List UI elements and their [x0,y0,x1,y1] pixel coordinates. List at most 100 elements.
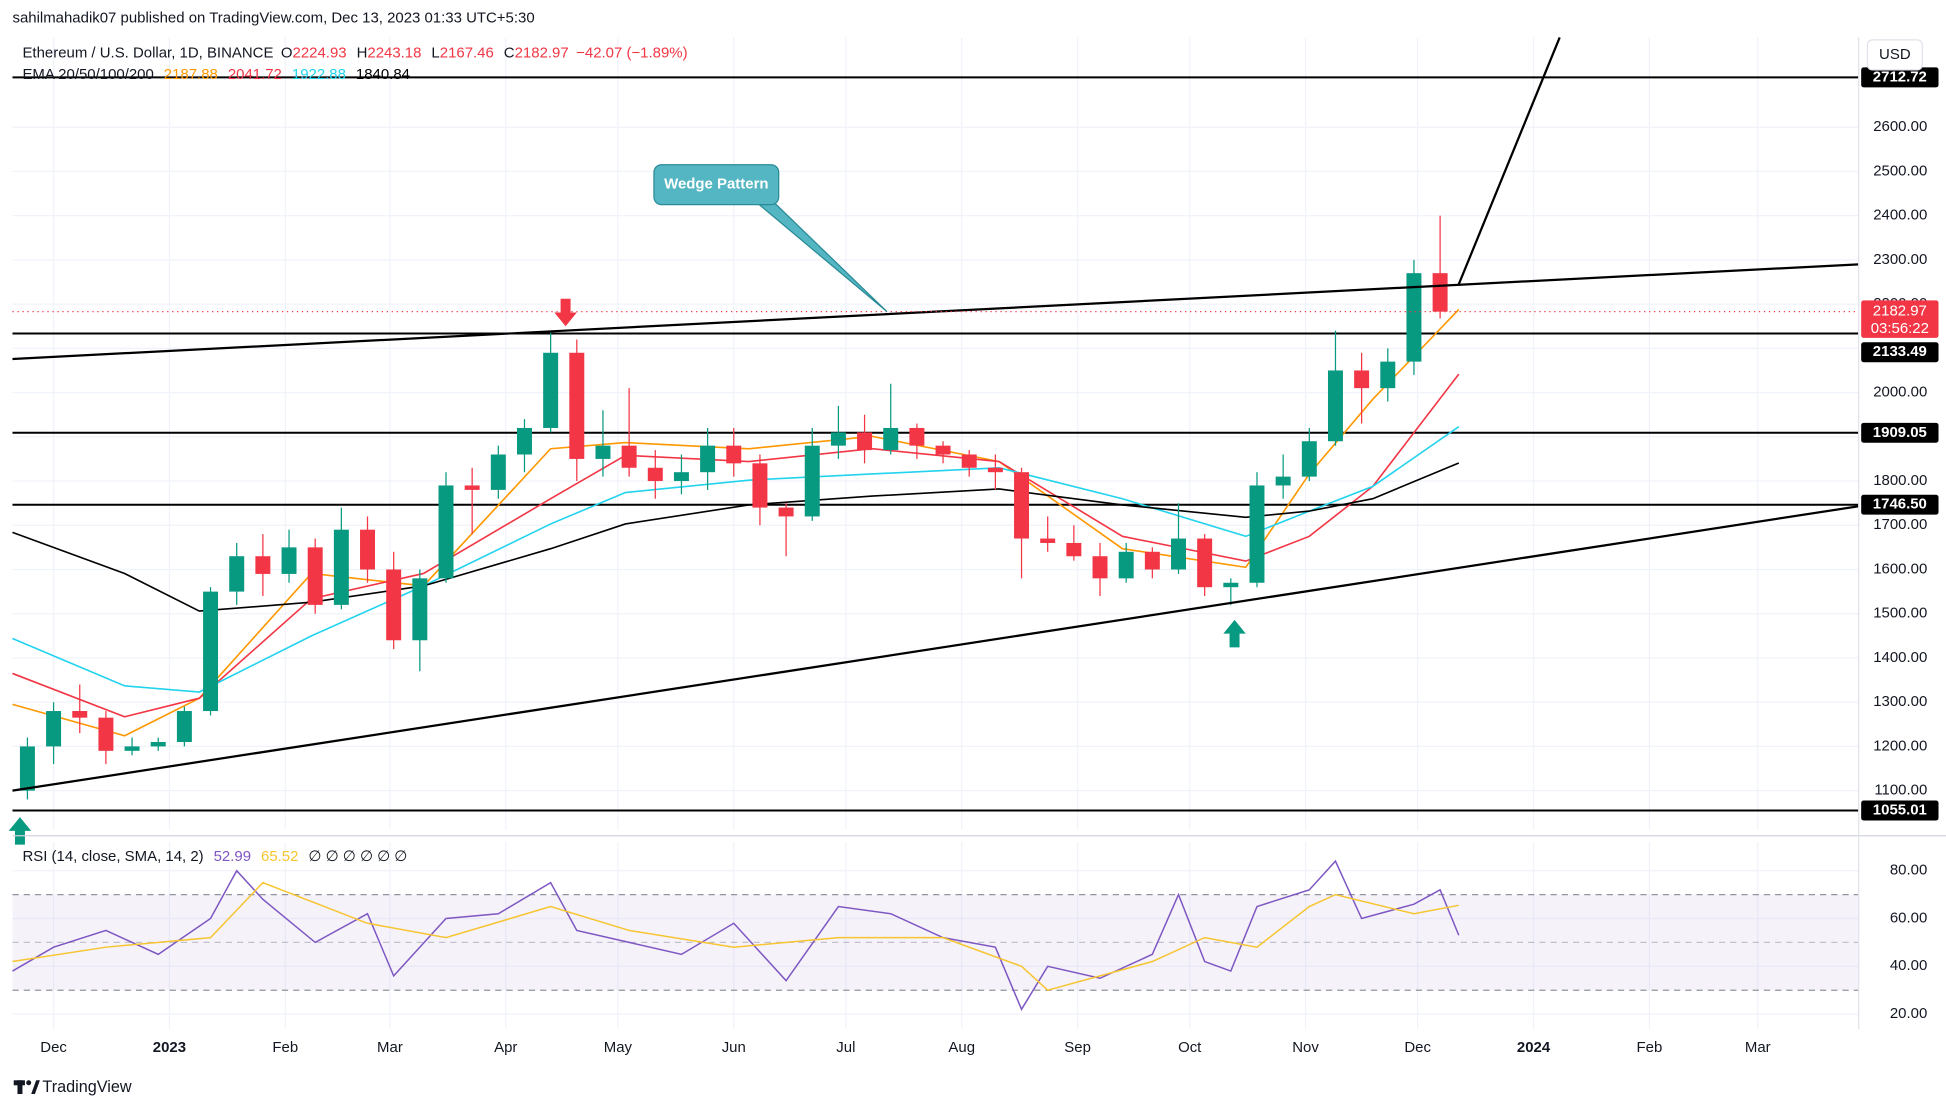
x-tick-label: 2024 [1517,1039,1551,1056]
candle-body [1092,556,1108,579]
y-tick-label: 1200.00 [1873,737,1927,754]
candle-body [1354,370,1370,389]
candle-body [857,432,873,451]
price-change: −42.07 (−1.89%) [576,45,687,62]
candle-body [1014,472,1030,539]
candle-body [176,711,192,742]
rsi-legend: RSI (14, close, SMA, 14, 2) 52.99 65.52 ∅ ∅… [22,848,407,865]
candle-body [255,556,271,574]
axes: Dec 2023 Feb Mar Apr May Jun Jul Aug Sep Oct Nov Dec… [40,67,1939,1056]
candle-body [1171,538,1186,570]
candle-body [438,485,454,579]
callout-box [653,164,780,206]
candle-body [935,445,951,455]
rsi-title: RSI (14, close, SMA, 14, 2) [22,848,203,865]
candle-body [804,445,820,517]
candle-body [307,547,323,605]
y-tick-label: 2500.00 [1873,162,1927,179]
candle-body [778,507,794,517]
ema-line [12,373,1460,718]
signal-arrow [554,298,577,327]
candle-body [203,591,219,712]
ohlc-key: O [281,45,293,62]
y-tick-label: 1300.00 [1873,693,1927,710]
x-tick-label: Apr [494,1039,517,1056]
candle-body [490,454,506,490]
y-tick-label: 1700.00 [1873,516,1927,533]
x-tick-label: Jul [836,1039,855,1056]
candle-body [1066,542,1082,557]
trendline [1457,36,1561,285]
x-tick-label: 2023 [153,1039,186,1056]
level-label-box [1861,800,1939,821]
ema-value: 2041.72 [228,66,282,83]
logo-mark [31,1080,40,1095]
x-tick-label: Dec [40,1039,67,1056]
currency[interactable]: USD [1879,46,1911,63]
candle-body [1406,273,1422,362]
x-tick-label: Feb [1637,1039,1663,1056]
ohlc-value: 2224.93 [293,45,347,62]
candle-body [360,529,375,570]
candle-body [386,569,402,641]
x-tick-label: Oct [1178,1039,1202,1056]
candle-body [752,463,768,508]
current-price-label: 2182.97 [1873,303,1927,320]
x-tick-label: Jun [722,1039,746,1056]
signal-arrow [1223,619,1246,648]
level-label-box [1861,494,1939,515]
rsi-empty-values: ∅ ∅ ∅ ∅ ∅ ∅ [308,848,407,865]
level-label: 2133.49 [1873,343,1927,360]
trendline [12,505,1859,792]
candle-body [987,467,1003,473]
ema-legend: EMA 20/50/100/200 2187.88 2041.72 1922.88 18… [22,66,410,83]
plot: Wedge Pattern [8,36,1859,1011]
candle-body [1118,551,1134,579]
candle-body [543,352,559,428]
rsi-tick-label: 60.00 [1890,909,1927,926]
ema-line [12,426,1460,693]
candle-body [124,746,140,751]
y-tick-label: 1600.00 [1873,560,1927,577]
x-tick-label: May [604,1039,633,1056]
y-tick-label: 1400.00 [1873,649,1927,666]
level-label: 2712.72 [1873,68,1927,85]
y-tick-label: 1800.00 [1873,472,1927,489]
candle-body [46,711,62,747]
candle-body [1327,370,1343,442]
rsi-tick-label: 20.00 [1890,1005,1927,1022]
x-tick-label: Dec [1404,1039,1431,1056]
candle-body [621,445,637,468]
candle-body [1223,582,1239,588]
candle-body [700,445,716,473]
tradingview-logo [13,1080,40,1095]
x-tick-label: Mar [377,1039,403,1056]
x-tick-label: Aug [948,1039,975,1056]
candle-body [830,432,846,446]
ohlc-value: 2182.97 [515,45,569,62]
logo-mark [26,1080,32,1086]
candle-body [1040,538,1056,543]
candle-body [726,445,742,464]
x-tick-label: Sep [1064,1039,1091,1056]
ema-line [12,462,1460,612]
candle-body [647,467,663,482]
candle-body [883,427,899,451]
candle-body [1197,538,1213,588]
candle-body [412,578,428,641]
candle-body [1432,273,1448,312]
logo-mark [17,1080,23,1095]
candle-body [1275,476,1291,486]
candle-body [1301,441,1317,477]
level-label: 1055.01 [1873,801,1927,818]
ema-value: 2187.88 [164,66,218,83]
candle-body [1144,551,1160,570]
candle-body [673,472,689,482]
candle-body [909,427,925,446]
candle-body [229,556,245,592]
publisher-line: sahilmahadik07 published on TradingView.… [12,10,534,27]
currency-button[interactable] [1866,39,1923,71]
candle-body [516,427,532,455]
